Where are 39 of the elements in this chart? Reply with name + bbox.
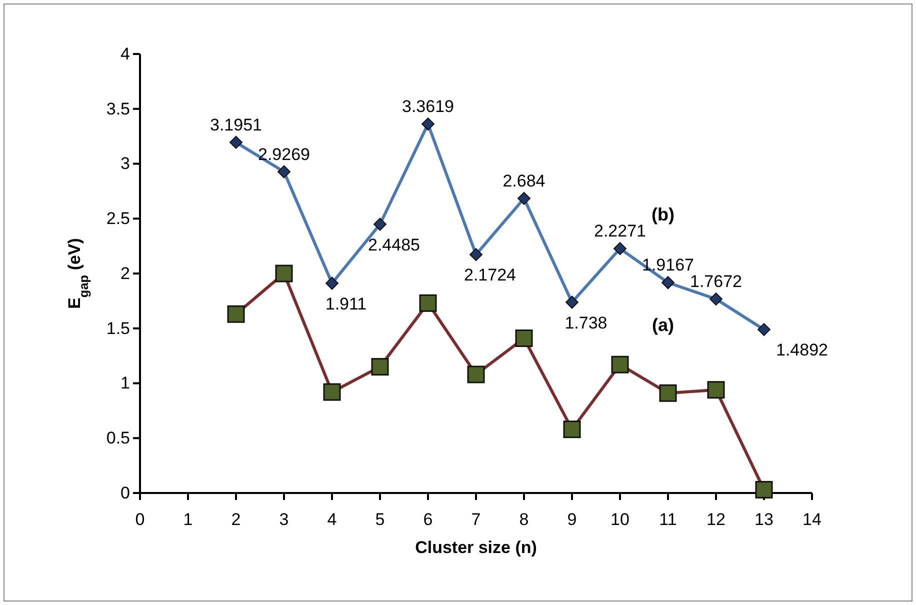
x-tick-label: 10 (610, 510, 630, 530)
x-tick-label: 8 (519, 510, 529, 530)
data-label: 2.2271 (594, 222, 646, 241)
data-label: 1.9167 (642, 256, 694, 275)
x-axis-title: Cluster size (n) (415, 538, 537, 557)
x-tick-label: 14 (802, 510, 822, 530)
x-tick-label: 12 (706, 510, 726, 530)
y-tick-label: 0.5 (106, 428, 130, 448)
data-label: 2.9269 (258, 144, 310, 164)
data-label: 1.7672 (690, 272, 742, 292)
data-label: 2.684 (502, 171, 546, 190)
x-tick-label: 11 (659, 510, 677, 530)
annotation: (a) (652, 315, 674, 336)
data-label: 3.3619 (402, 97, 454, 116)
x-tick-label: 0 (135, 510, 145, 530)
y-tick-label: 0 (120, 483, 130, 502)
x-tick-label: 4 (327, 510, 337, 530)
x-tick-label: 3 (279, 510, 289, 530)
y-tick-label: 4 (120, 44, 130, 64)
data-label: 2.1724 (464, 266, 516, 285)
y-tick-label: 2.5 (106, 209, 130, 228)
data-label: 1.4892 (776, 340, 828, 360)
data-label: 1.911 (325, 294, 367, 314)
data-label: 3.1951 (210, 115, 262, 134)
data-label: 2.4485 (368, 235, 420, 254)
y-tick-label: 3 (120, 154, 130, 174)
x-tick-label: 9 (567, 510, 577, 530)
x-tick-label: 2 (231, 510, 241, 530)
x-tick-label: 5 (375, 510, 385, 530)
x-tick-label: 7 (471, 510, 481, 530)
x-tick-label: 6 (423, 510, 433, 530)
y-tick-label: 1 (120, 374, 130, 393)
y-tick-label: 2 (120, 264, 130, 283)
y-tick-label: 3.5 (106, 99, 130, 118)
y-tick-label: 1.5 (106, 318, 130, 338)
x-tick-label: 1 (183, 510, 193, 530)
annotation: (b) (652, 204, 674, 225)
data-label: 1.738 (564, 313, 608, 332)
x-tick-label: 13 (754, 510, 774, 530)
